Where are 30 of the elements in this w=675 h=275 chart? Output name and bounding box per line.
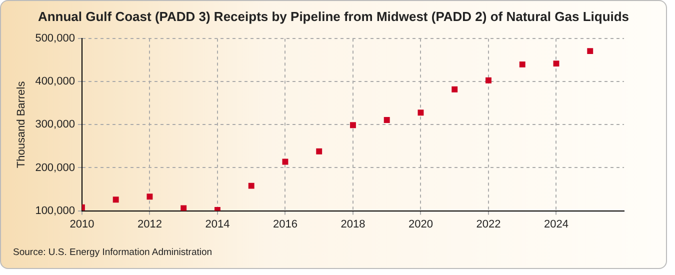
x-tick-label: 2014 [205, 218, 230, 230]
point [350, 122, 356, 128]
source-note: Source: U.S. Energy Information Administration [13, 247, 212, 258]
x-tick-label: 2022 [476, 218, 501, 230]
y-tick-label: 400,000 [35, 76, 75, 88]
y-axis-title: Thousand Barrels [16, 80, 28, 168]
point [146, 194, 153, 200]
y-tick-label: 200,000 [35, 162, 75, 174]
x-tick-label: 2024 [544, 218, 568, 230]
point [316, 148, 322, 154]
point [418, 110, 424, 116]
point [282, 158, 288, 165]
point [112, 196, 119, 203]
point [553, 60, 560, 67]
point [384, 116, 390, 123]
point [248, 182, 254, 189]
x-tick-label: 2020 [408, 218, 433, 230]
y-tick-label: 100,000 [35, 204, 75, 217]
point [486, 77, 492, 84]
point [180, 205, 187, 211]
y-tick-label: 300,000 [35, 118, 75, 131]
y-tick-label: 500,000 [35, 32, 75, 45]
x-tick-label: 2012 [137, 218, 162, 230]
x-tick-label: 2018 [340, 218, 366, 230]
x-tick-label: 2010 [70, 218, 94, 230]
x-tick-label: 2016 [272, 218, 298, 230]
chart-title: Annual Gulf Coast (PADD 3) Receipts by Pipeline from Midwest (PADD 2) of Natural Gas Liquids [36, 9, 630, 24]
point [519, 61, 526, 68]
point [587, 48, 594, 54]
point [452, 86, 458, 92]
